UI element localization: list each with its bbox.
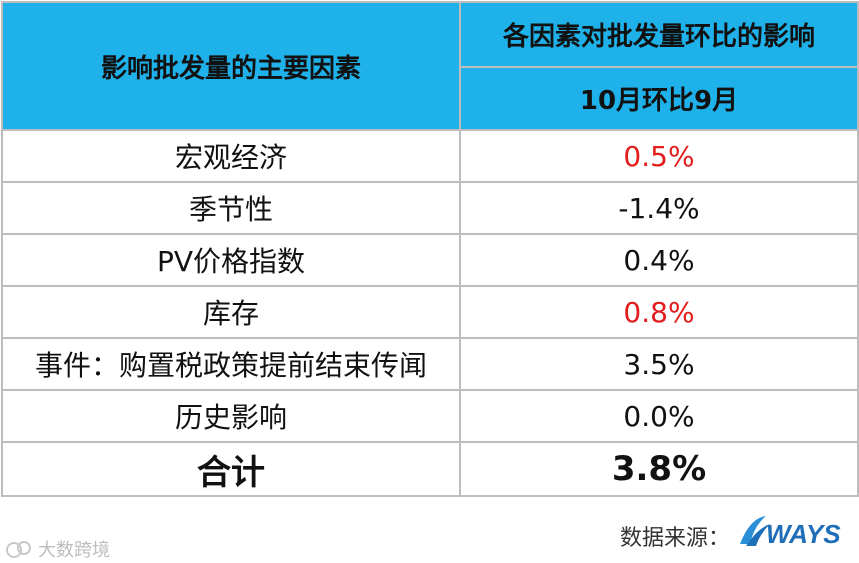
- ways-logo-swoosh-icon: [740, 516, 766, 544]
- total-row: 合计 3.8%: [1, 441, 859, 497]
- value-cell: 0.5%: [459, 129, 859, 183]
- value-cell: 0.4%: [459, 233, 859, 287]
- value-cell: 0.8%: [459, 285, 859, 339]
- header-impact-cell: 各因素对批发量环比的影响: [459, 1, 859, 68]
- factor-cell: PV价格指数: [1, 233, 461, 287]
- watermark-logo-icon: [6, 541, 31, 558]
- factor-cell: 季节性: [1, 181, 461, 235]
- watermark: 大数跨境: [6, 536, 110, 562]
- factor-cell: 历史影响: [1, 389, 461, 443]
- value-cell: 3.5%: [459, 337, 859, 391]
- total-label-cell: 合计: [1, 441, 461, 497]
- header-factor-cell: 影响批发量的主要因素: [1, 1, 461, 131]
- value-cell: 0.0%: [459, 389, 859, 443]
- watermark-text: 大数跨境: [38, 540, 110, 561]
- ways-logo-text: WAYS: [766, 519, 841, 549]
- factor-cell: 事件：购置税政策提前结束传闻: [1, 337, 461, 391]
- total-value-cell: 3.8%: [459, 441, 859, 497]
- table-row: 历史影响 0.0%: [1, 389, 859, 443]
- table-row: 事件：购置税政策提前结束传闻 3.5%: [1, 337, 859, 391]
- header-period-cell: 10月环比9月: [459, 66, 859, 131]
- factor-cell: 宏观经济: [1, 129, 461, 183]
- table-row: PV价格指数 0.4%: [1, 233, 859, 287]
- table-row: 季节性 -1.4%: [1, 181, 859, 235]
- table-row: 宏观经济 0.5%: [1, 129, 859, 183]
- value-cell: -1.4%: [459, 181, 859, 235]
- ways-logo: WAYS: [740, 516, 841, 549]
- factor-impact-table: 影响批发量的主要因素 各因素对批发量环比的影响 10月环比9月 宏观经济 0.5…: [1, 1, 859, 497]
- factor-cell: 库存: [1, 285, 461, 339]
- table-row: 库存 0.8%: [1, 285, 859, 339]
- source-label: 数据来源：: [620, 526, 731, 551]
